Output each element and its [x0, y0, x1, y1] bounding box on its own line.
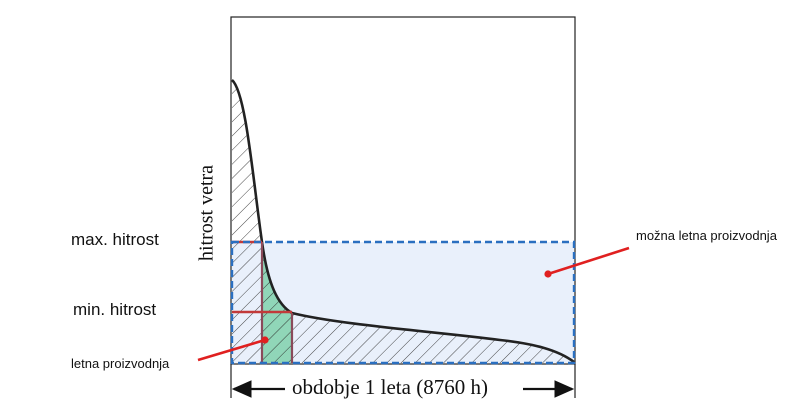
max-speed-label: max. hitrost [71, 230, 159, 249]
possible-production-pointer-dot [544, 270, 552, 278]
annual-production-hatch [262, 242, 292, 363]
possible-production-box [230, 240, 576, 365]
annual-production-label: letna proizvodnja [71, 356, 170, 371]
possible-production-label: možna letna proizvodnja [636, 228, 777, 243]
possible-production-pointer [547, 246, 630, 276]
period-label: obdobje 1 leta (8760 h) [292, 375, 488, 399]
min-speed-label: min. hitrost [73, 300, 157, 319]
annual-production-pointer [197, 338, 266, 362]
y-axis-label: hitrost vetra [195, 164, 218, 262]
annual-production-pointer-dot [261, 336, 269, 344]
